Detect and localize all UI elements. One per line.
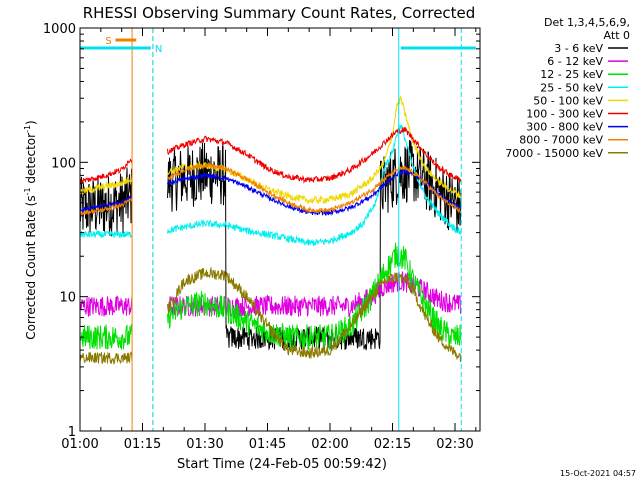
flag-label-S: S <box>105 36 111 47</box>
y-axis-label-exponent1: -1 <box>23 187 32 195</box>
legend-header-line2: Att 0 <box>604 29 630 42</box>
series-line-12-25keV <box>79 323 133 350</box>
legend-label: 50 - 100 keV <box>533 94 603 107</box>
y-axis-label-part3: ) <box>24 120 38 125</box>
y-axis-label-part2: detector <box>24 133 38 188</box>
timestamp: 15-Oct-2021 04:57 <box>560 469 636 478</box>
legend-label: 12 - 25 keV <box>540 68 603 81</box>
series-line-7000-15000keV <box>79 351 133 365</box>
series-line-100-300keV <box>167 127 462 184</box>
x-tick-label: 02:30 <box>436 437 473 452</box>
x-axis-label: Start Time (24-Feb-05 00:59:42) <box>177 457 387 472</box>
y-axis-label-part1: Corrected Count Rate (s <box>24 195 38 339</box>
y-tick-label: 100 <box>51 156 76 171</box>
y-axis-ticks: 1 10 100 1000 <box>43 22 480 440</box>
legend-header-line1: Det 1,3,4,5,6,9, <box>544 16 630 29</box>
y-tick-label: 1000 <box>43 22 76 37</box>
x-tick-label: 01:15 <box>124 437 161 452</box>
legend-label: 7000 - 15000 keV <box>505 147 603 160</box>
legend-label: 6 - 12 keV <box>547 55 603 68</box>
x-tick-label: 01:30 <box>186 437 223 452</box>
series-line-800-7000keV <box>79 198 132 216</box>
chart-title: RHESSI Observing Summary Count Rates, Co… <box>83 4 476 22</box>
legend-label: 300 - 800 keV <box>526 121 603 134</box>
x-tick-label: 02:15 <box>374 437 411 452</box>
legend-label: 100 - 300 keV <box>526 108 603 121</box>
x-tick-label: 01:45 <box>249 437 286 452</box>
x-axis-ticks: 01:00 01:15 01:30 01:45 02:00 02:15 02:30 <box>61 28 477 452</box>
series-line-25-50keV <box>167 124 462 246</box>
legend-label: 25 - 50 keV <box>540 81 603 94</box>
series-line-800-7000keV <box>167 161 462 215</box>
legend-label: 800 - 7000 keV <box>519 134 603 147</box>
flag-label-N: N <box>155 44 162 55</box>
legend-label: 3 - 6 keV <box>554 42 603 55</box>
y-tick-label: 10 <box>59 291 76 306</box>
plot-frame <box>79 27 481 432</box>
series-line-6-12keV <box>79 295 133 317</box>
series-line-7000-15000keV <box>167 266 462 363</box>
x-tick-label: 02:00 <box>311 437 348 452</box>
y-axis-label-exponent2: -1 <box>23 125 32 133</box>
y-axis-label: Corrected Count Rate (s-1 detector-1) <box>23 120 38 339</box>
series-line-100-300keV <box>79 158 133 186</box>
series-line-12-25keV <box>167 242 462 352</box>
series-line-25-50keV <box>79 230 133 239</box>
x-tick-label: 01:00 <box>61 437 98 452</box>
series-line-50-100keV <box>79 175 133 195</box>
y-tick-label: 1 <box>68 425 76 440</box>
plot-data-layer: SN <box>79 28 476 431</box>
